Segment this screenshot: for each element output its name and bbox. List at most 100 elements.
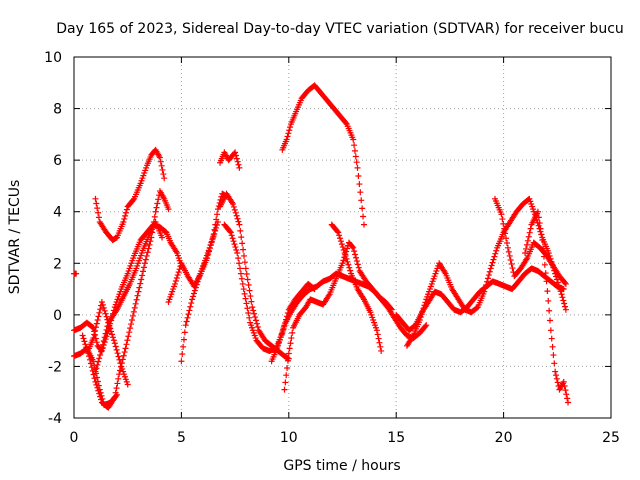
data-point (562, 387, 569, 394)
x-tick-label: 25 (602, 430, 620, 446)
data-point (186, 307, 193, 314)
data-point (172, 277, 179, 284)
data-point (275, 339, 282, 346)
data-point (336, 232, 343, 239)
data-point (131, 304, 138, 311)
data-point (357, 189, 364, 196)
data-point (350, 244, 357, 251)
data-point (536, 220, 543, 227)
data-point (252, 317, 259, 324)
data-point (523, 241, 530, 248)
data-point (351, 248, 358, 255)
data-point (101, 307, 108, 314)
data-point (115, 375, 122, 382)
y-tick-label: 6 (53, 153, 62, 169)
data-point (173, 275, 180, 282)
data-point (89, 367, 96, 374)
data-point (239, 240, 246, 247)
data-point (231, 206, 238, 213)
data-point (246, 287, 253, 294)
series-arc-10 (217, 149, 243, 171)
data-point (493, 247, 500, 254)
data-point (561, 383, 568, 390)
data-point (508, 261, 515, 268)
data-point (286, 127, 293, 134)
data-point (232, 244, 239, 251)
data-point (560, 378, 567, 385)
data-point (243, 270, 250, 277)
data-point (546, 307, 553, 314)
data-point (100, 338, 107, 345)
data-point (418, 311, 425, 318)
data-point (140, 268, 147, 275)
data-point (156, 154, 163, 161)
data-point (101, 334, 108, 341)
data-point (121, 349, 128, 356)
data-point (540, 245, 547, 252)
data-point (233, 155, 240, 162)
data-point (378, 347, 385, 354)
data-point (234, 215, 241, 222)
data-point (241, 290, 248, 297)
data-point (82, 341, 89, 348)
data-point (184, 314, 191, 321)
data-point (123, 206, 130, 213)
data-point (112, 343, 119, 350)
data-point (562, 280, 569, 287)
data-point (190, 290, 197, 297)
data-point (117, 360, 124, 367)
data-point (124, 337, 131, 344)
data-point (499, 216, 506, 223)
data-point (136, 284, 143, 291)
data-point (92, 378, 99, 385)
data-point (209, 236, 216, 243)
data-point (237, 270, 244, 277)
data-point (552, 368, 559, 375)
data-point (92, 368, 99, 375)
data-point (338, 241, 345, 248)
data-point (214, 211, 221, 218)
data-point (375, 335, 382, 342)
data-point (341, 249, 348, 256)
data-point (90, 335, 97, 342)
data-point (91, 375, 98, 382)
data-point (287, 340, 294, 347)
data-point (238, 234, 245, 241)
data-point (132, 300, 139, 307)
data-point (251, 310, 258, 317)
y-tick-label: 0 (53, 308, 62, 324)
y-tick-label: 10 (44, 50, 62, 66)
data-point (503, 235, 510, 242)
data-point (140, 264, 147, 271)
data-point (491, 253, 498, 260)
data-point (111, 394, 118, 401)
grid-lines (74, 57, 611, 418)
data-point (95, 214, 102, 221)
data-point (91, 331, 98, 338)
data-point (155, 196, 162, 203)
data-point (80, 335, 87, 342)
data-point (561, 300, 568, 307)
data-point (159, 234, 166, 241)
data-point (99, 301, 106, 308)
data-point (544, 288, 551, 295)
data-point (541, 261, 548, 268)
data-point (359, 205, 366, 212)
y-tick-label: -2 (48, 359, 62, 375)
data-point (354, 261, 361, 268)
data-point (484, 278, 491, 285)
series-arc-12 (221, 221, 318, 354)
data-point (501, 225, 508, 232)
series-arc-7 (92, 219, 166, 375)
data-point (95, 387, 102, 394)
data-point (423, 322, 430, 329)
data-point (100, 304, 107, 311)
data-point (239, 280, 246, 287)
data-point (546, 317, 553, 324)
data-point (231, 241, 238, 248)
data-point (288, 335, 295, 342)
data-point (113, 385, 120, 392)
data-point (98, 298, 105, 305)
data-point (192, 284, 199, 291)
data-point (93, 365, 100, 372)
